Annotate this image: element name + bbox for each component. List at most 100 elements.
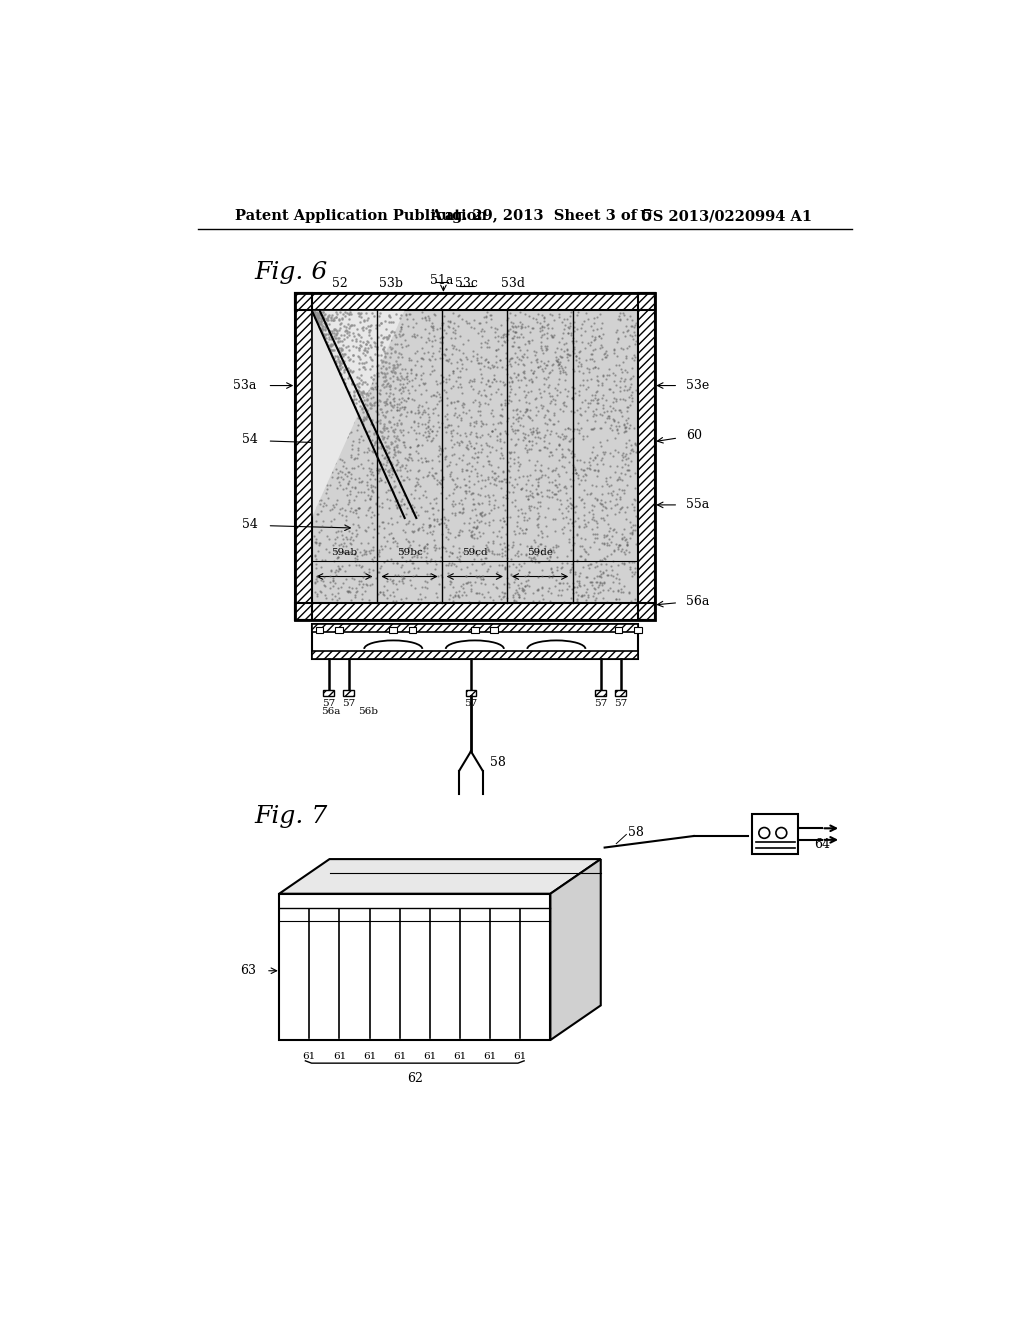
Point xyxy=(381,368,397,389)
Point xyxy=(480,539,497,560)
Point xyxy=(459,434,475,455)
Point xyxy=(354,352,371,374)
Point xyxy=(509,512,525,533)
Point xyxy=(437,541,454,562)
Point xyxy=(493,412,509,433)
Point xyxy=(453,350,469,371)
Point xyxy=(493,412,509,433)
Point xyxy=(614,442,631,463)
Point xyxy=(440,562,457,583)
Point xyxy=(308,558,325,579)
Point xyxy=(457,540,473,561)
Point xyxy=(561,492,578,513)
Point xyxy=(339,302,355,323)
Point xyxy=(562,345,579,366)
Point xyxy=(506,449,522,470)
Text: 62: 62 xyxy=(407,1072,423,1085)
Point xyxy=(315,323,332,345)
Point xyxy=(609,554,626,576)
Bar xyxy=(311,624,638,632)
Point xyxy=(357,540,374,561)
Point xyxy=(595,579,611,601)
Point xyxy=(341,318,357,339)
Point xyxy=(605,363,622,384)
Point xyxy=(439,416,456,437)
Point xyxy=(383,329,399,350)
Point xyxy=(480,512,497,533)
Point xyxy=(434,413,451,434)
Point xyxy=(625,520,641,541)
Point xyxy=(577,463,593,484)
Point xyxy=(328,560,344,581)
Point xyxy=(326,407,342,428)
Point xyxy=(346,568,362,589)
Point xyxy=(454,494,470,515)
Point xyxy=(544,359,560,380)
Point xyxy=(559,573,575,594)
Point xyxy=(329,458,345,479)
Point xyxy=(352,480,369,502)
Point xyxy=(623,374,639,395)
Point xyxy=(594,337,610,358)
Point xyxy=(554,444,570,465)
Point xyxy=(477,432,494,453)
Point xyxy=(531,459,548,480)
Point xyxy=(494,442,510,463)
Point xyxy=(588,399,604,420)
Point xyxy=(606,343,623,364)
Point xyxy=(343,411,359,432)
Point xyxy=(504,491,520,512)
Point xyxy=(451,548,467,569)
Point xyxy=(343,589,359,610)
Point xyxy=(462,413,478,434)
Point xyxy=(560,512,577,533)
Point xyxy=(584,441,600,462)
Point xyxy=(565,576,582,597)
Point xyxy=(623,315,639,337)
Point xyxy=(430,384,446,405)
Point xyxy=(385,396,401,417)
Point xyxy=(571,341,588,362)
Point xyxy=(421,330,437,351)
Point xyxy=(402,400,419,421)
Point xyxy=(338,317,354,338)
Point xyxy=(506,589,522,610)
Point xyxy=(578,389,594,411)
Point xyxy=(306,305,323,326)
Point xyxy=(344,389,360,411)
Point xyxy=(550,480,566,502)
Point xyxy=(340,347,356,368)
Point xyxy=(373,313,389,334)
Point xyxy=(431,347,447,368)
Point xyxy=(328,302,344,323)
Point xyxy=(583,418,599,440)
Point xyxy=(434,313,451,334)
Point xyxy=(424,360,440,381)
Point xyxy=(554,358,570,379)
Point xyxy=(423,315,439,337)
Point xyxy=(488,351,505,372)
Point xyxy=(618,346,635,367)
Point xyxy=(338,375,354,396)
Point xyxy=(437,350,454,371)
Point xyxy=(510,459,526,480)
Point xyxy=(477,573,494,594)
Point xyxy=(356,372,373,393)
Point xyxy=(347,477,364,498)
Point xyxy=(473,412,489,433)
Point xyxy=(516,424,532,445)
Point xyxy=(341,359,357,380)
Point xyxy=(391,389,408,411)
Point xyxy=(618,315,635,337)
Point xyxy=(595,533,611,554)
Point xyxy=(607,568,624,589)
Point xyxy=(411,543,427,564)
Point xyxy=(596,444,612,465)
Point xyxy=(594,574,610,595)
Point xyxy=(311,313,328,334)
Point xyxy=(305,525,322,546)
Point xyxy=(527,418,544,440)
Point xyxy=(425,403,441,424)
Point xyxy=(372,420,388,441)
Point xyxy=(521,370,538,391)
